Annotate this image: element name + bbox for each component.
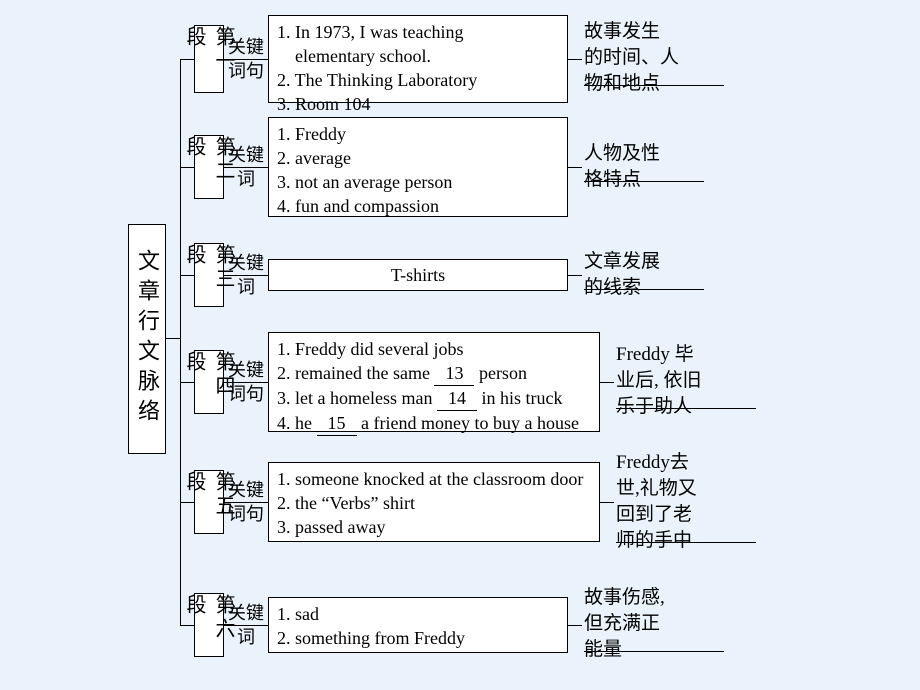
content-line: 2. The Thinking Laboratory	[277, 68, 559, 92]
summary-line: 业后, 依旧	[616, 368, 702, 394]
summary-text: Freddy去世,礼物又回到了老师的手中	[616, 450, 697, 554]
section-label-box: 第五段	[194, 470, 224, 534]
section-label-box: 第三段	[194, 243, 224, 307]
summary-text: 故事发生的时间、人物和地点	[584, 19, 679, 97]
connector-line	[568, 625, 582, 626]
connector-line	[224, 275, 268, 276]
connector-line	[568, 275, 582, 276]
connector-line	[224, 625, 268, 626]
content-line: 2. remained the same 13 person	[277, 361, 591, 386]
content-line: T-shirts	[391, 263, 445, 287]
root-box: 文章行文脉络	[128, 224, 166, 454]
summary-text: 故事伤感,但充满正能量	[584, 585, 665, 663]
content-line: 2. the “Verbs” shirt	[277, 491, 591, 515]
summary-line: 物和地点	[584, 71, 679, 97]
summary-underline	[584, 651, 724, 652]
content-box: 1. sad2. something from Freddy	[268, 597, 568, 653]
content-box: 1. Freddy did several jobs2. remained th…	[268, 332, 600, 432]
content-line: 1. sad	[277, 602, 559, 626]
summary-line: Freddy去	[616, 450, 697, 476]
summary-text: Freddy 毕业后, 依旧乐于助人	[616, 342, 702, 420]
content-line: elementary school.	[277, 44, 559, 68]
summary-line: 故事伤感,	[584, 585, 665, 611]
section-label-box: 第二段	[194, 135, 224, 199]
content-line: 4. fun and compassion	[277, 194, 559, 218]
summary-line: 师的手中	[616, 528, 697, 554]
summary-underline	[584, 85, 724, 86]
connector-line	[224, 167, 268, 168]
content-box: T-shirts	[268, 259, 568, 291]
summary-line: 人物及性	[584, 141, 660, 167]
connector-line	[568, 167, 582, 168]
summary-line: 文章发展	[584, 249, 660, 275]
summary-line: 回到了老	[616, 502, 697, 528]
content-box: 1. someone knocked at the classroom door…	[268, 462, 600, 542]
summary-line: Freddy 毕	[616, 342, 702, 368]
summary-line: 格特点	[584, 167, 660, 193]
root-connector	[166, 338, 180, 339]
summary-line: 的线索	[584, 275, 660, 301]
summary-underline	[584, 181, 704, 182]
summary-underline	[616, 542, 756, 543]
root-label: 文章行文脉络	[136, 249, 158, 429]
connector-line	[224, 502, 268, 503]
content-line: 1. Freddy	[277, 122, 559, 146]
content-line: 3. Room 104	[277, 92, 559, 116]
connector-line	[600, 502, 614, 503]
connector-line	[600, 382, 614, 383]
summary-text: 文章发展的线索	[584, 249, 660, 301]
content-box: 1. In 1973, I was teaching elementary sc…	[268, 15, 568, 103]
connector-line	[224, 59, 268, 60]
section-label-box: 第一段	[194, 25, 224, 93]
summary-line: 能量	[584, 637, 665, 663]
summary-underline	[616, 408, 756, 409]
content-line: 2. something from Freddy	[277, 626, 559, 650]
content-line: 1. In 1973, I was teaching	[277, 20, 559, 44]
summary-underline	[584, 289, 704, 290]
content-box: 1. Freddy2. average3. not an average per…	[268, 117, 568, 217]
diagram-canvas: 文章行文脉络 第一段关键词句1. In 1973, I was teaching…	[128, 12, 888, 680]
content-line: 3. passed away	[277, 515, 591, 539]
summary-line: 但充满正	[584, 611, 665, 637]
content-line: 1. someone knocked at the classroom door	[277, 467, 591, 491]
content-line: 2. average	[277, 146, 559, 170]
section-label-box: 第四段	[194, 350, 224, 414]
summary-line: 乐于助人	[616, 394, 702, 420]
connector-line	[224, 382, 268, 383]
connector-line	[568, 59, 582, 60]
section-label-box: 第六段	[194, 593, 224, 657]
content-line: 3. not an average person	[277, 170, 559, 194]
summary-line: 的时间、人	[584, 45, 679, 71]
summary-text: 人物及性格特点	[584, 141, 660, 193]
content-line: 1. Freddy did several jobs	[277, 337, 591, 361]
summary-line: 世,礼物又	[616, 476, 697, 502]
content-line: 4. he 15 a friend money to buy a house	[277, 411, 591, 436]
summary-line: 故事发生	[584, 19, 679, 45]
content-line: 3. let a homeless man 14 in his truck	[277, 386, 591, 411]
